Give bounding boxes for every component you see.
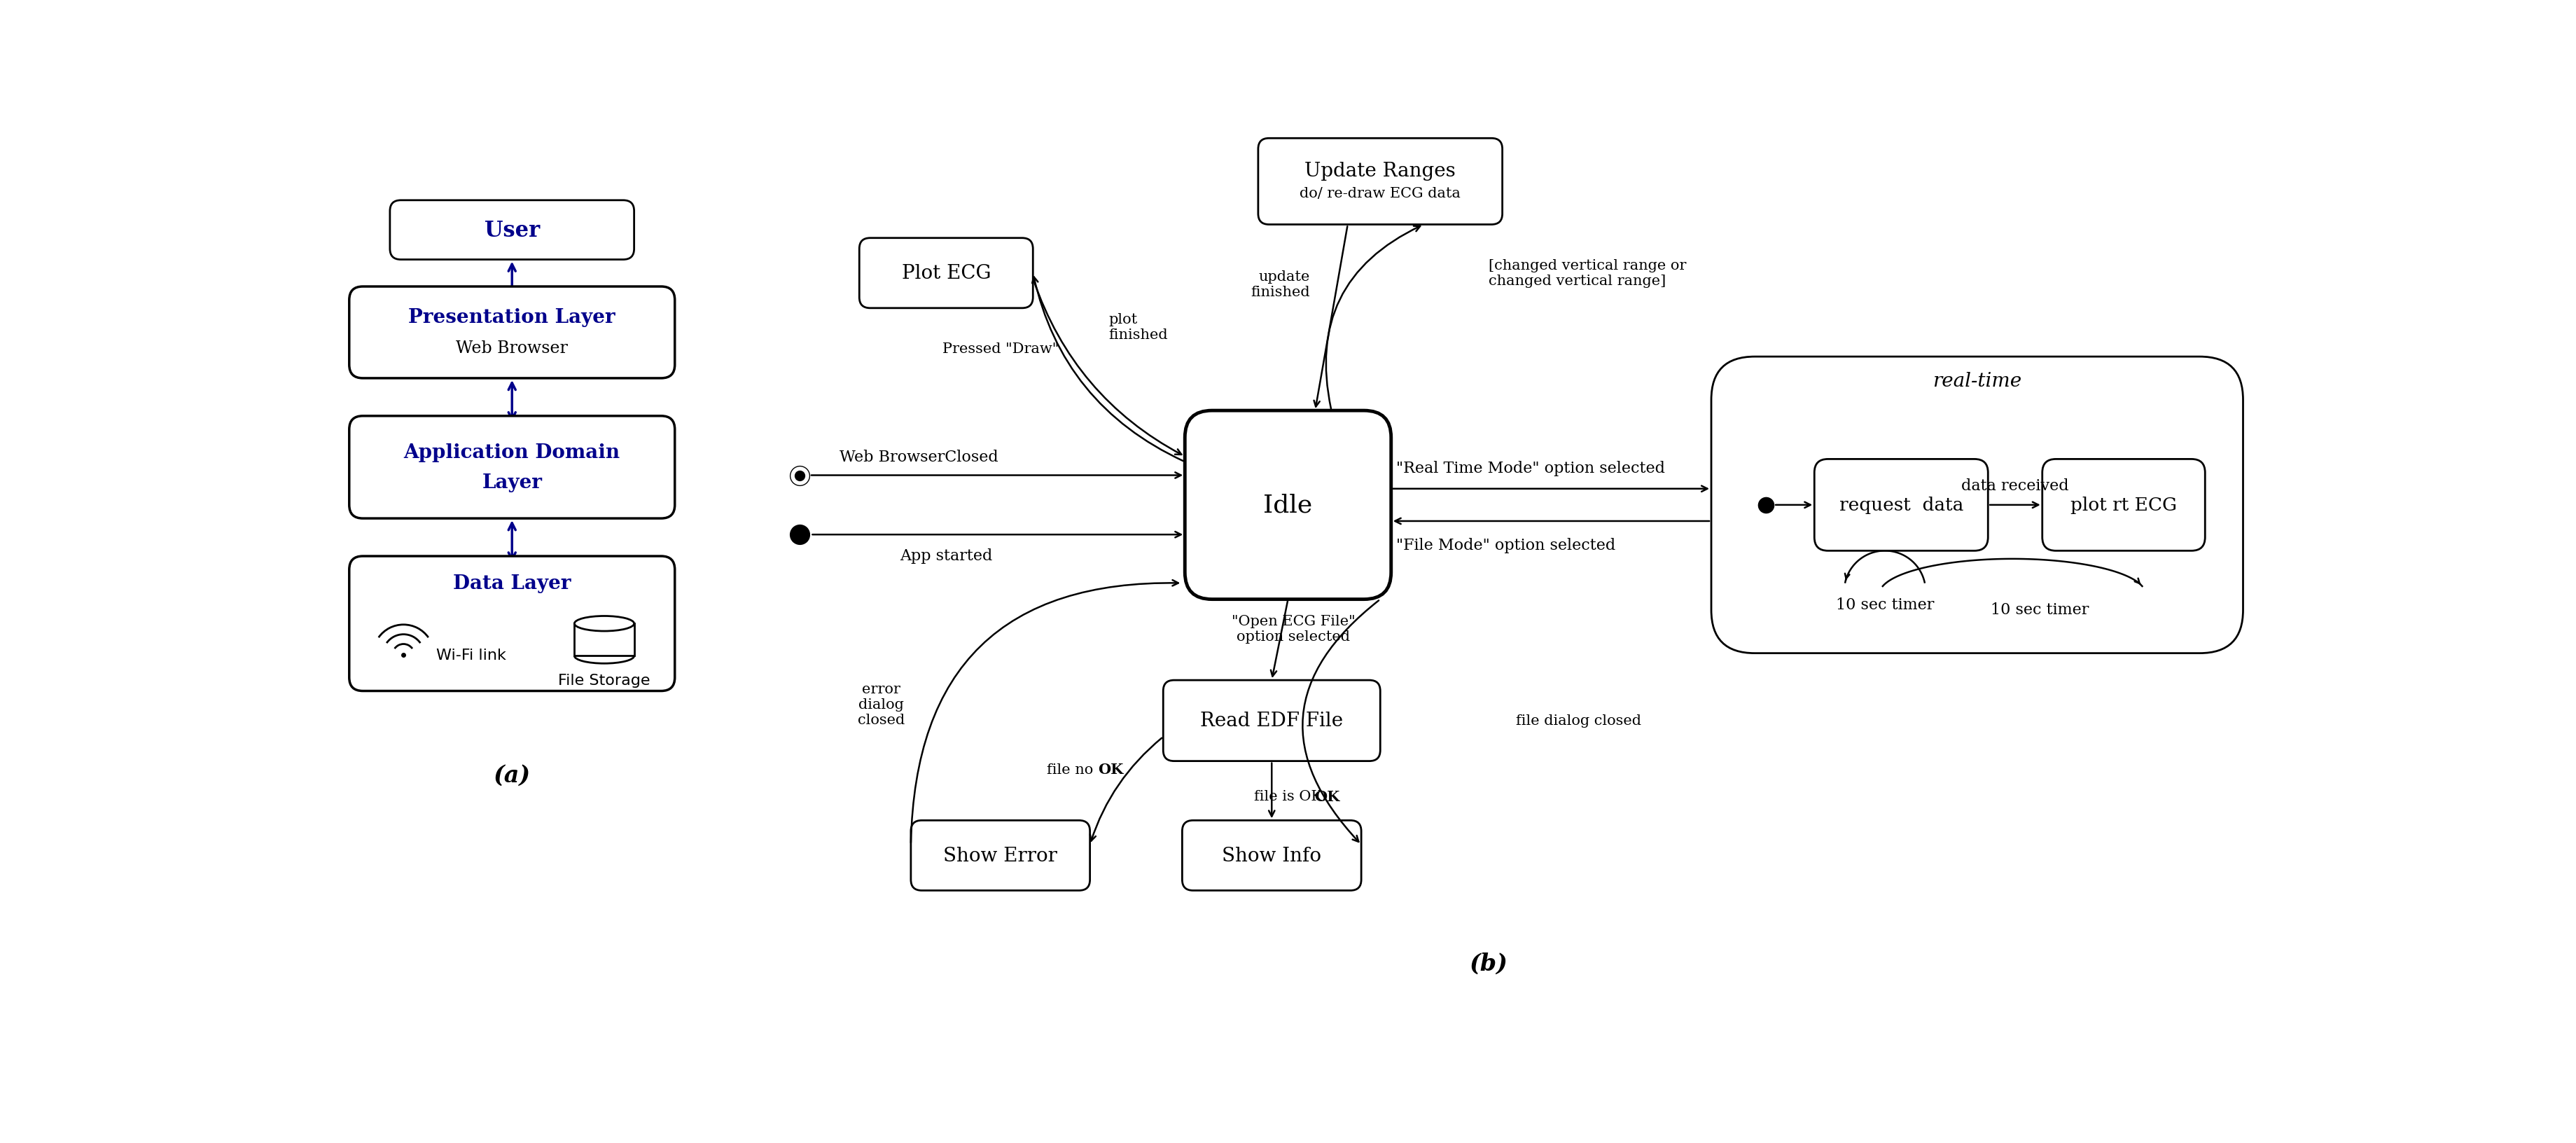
Text: Web BrowserClosed: Web BrowserClosed	[840, 449, 997, 465]
FancyBboxPatch shape	[389, 201, 634, 261]
Text: request  data: request data	[1839, 496, 1963, 514]
Text: 10 sec timer: 10 sec timer	[1834, 597, 1935, 613]
Text: file dialog closed: file dialog closed	[1515, 714, 1641, 727]
Text: update
finished: update finished	[1249, 270, 1309, 298]
Text: Wi-Fi link: Wi-Fi link	[435, 648, 505, 662]
Text: Update Ranges: Update Ranges	[1303, 161, 1455, 181]
FancyBboxPatch shape	[1814, 459, 1989, 551]
Text: error
dialog
closed: error dialog closed	[858, 682, 904, 727]
FancyBboxPatch shape	[1257, 138, 1502, 225]
Text: User: User	[484, 219, 538, 241]
FancyBboxPatch shape	[1185, 411, 1391, 600]
Text: Idle: Idle	[1262, 494, 1311, 517]
Ellipse shape	[574, 616, 634, 631]
Text: Show Error: Show Error	[943, 846, 1056, 865]
Text: Presentation Layer: Presentation Layer	[410, 309, 616, 327]
Text: file is OK: file is OK	[1255, 790, 1321, 802]
Text: Plot ECG: Plot ECG	[902, 264, 992, 283]
Text: (a): (a)	[492, 764, 531, 786]
Text: Web Browser: Web Browser	[456, 339, 567, 355]
FancyBboxPatch shape	[909, 821, 1090, 890]
Text: data received: data received	[1960, 478, 2069, 494]
Text: file no: file no	[1046, 762, 1097, 776]
FancyBboxPatch shape	[2043, 459, 2205, 551]
FancyBboxPatch shape	[350, 287, 675, 378]
Text: [changed vertical range or
changed vertical range]: [changed vertical range or changed verti…	[1489, 259, 1687, 288]
FancyBboxPatch shape	[1182, 821, 1360, 890]
Text: do/ re-draw ECG data: do/ re-draw ECG data	[1298, 187, 1461, 200]
Text: Read EDF File: Read EDF File	[1200, 711, 1342, 730]
Text: OK: OK	[1097, 762, 1123, 776]
Text: Show Info: Show Info	[1221, 846, 1321, 865]
Text: plot
finished: plot finished	[1108, 313, 1167, 342]
Text: "Real Time Mode" option selected: "Real Time Mode" option selected	[1396, 461, 1664, 475]
Text: Application Domain: Application Domain	[404, 443, 621, 462]
Text: Layer: Layer	[482, 473, 541, 493]
Text: "Open ECG File"
option selected: "Open ECG File" option selected	[1231, 615, 1355, 644]
FancyBboxPatch shape	[858, 239, 1033, 309]
Text: "File Mode" option selected: "File Mode" option selected	[1396, 537, 1615, 553]
Text: 10 sec timer: 10 sec timer	[1989, 602, 2089, 617]
Text: plot rt ECG: plot rt ECG	[2071, 496, 2177, 514]
Text: Pressed "Draw": Pressed "Draw"	[943, 342, 1059, 355]
Text: App started: App started	[899, 549, 992, 563]
FancyBboxPatch shape	[350, 416, 675, 519]
Bar	[574, 624, 634, 656]
FancyBboxPatch shape	[1162, 680, 1381, 761]
Text: (b): (b)	[1468, 952, 1507, 975]
FancyBboxPatch shape	[1710, 357, 2244, 654]
Text: Data Layer: Data Layer	[453, 574, 572, 593]
Text: real-time: real-time	[1932, 371, 2022, 391]
Text: OK: OK	[1314, 790, 1340, 804]
Text: File Storage: File Storage	[559, 673, 649, 687]
FancyBboxPatch shape	[350, 557, 675, 692]
